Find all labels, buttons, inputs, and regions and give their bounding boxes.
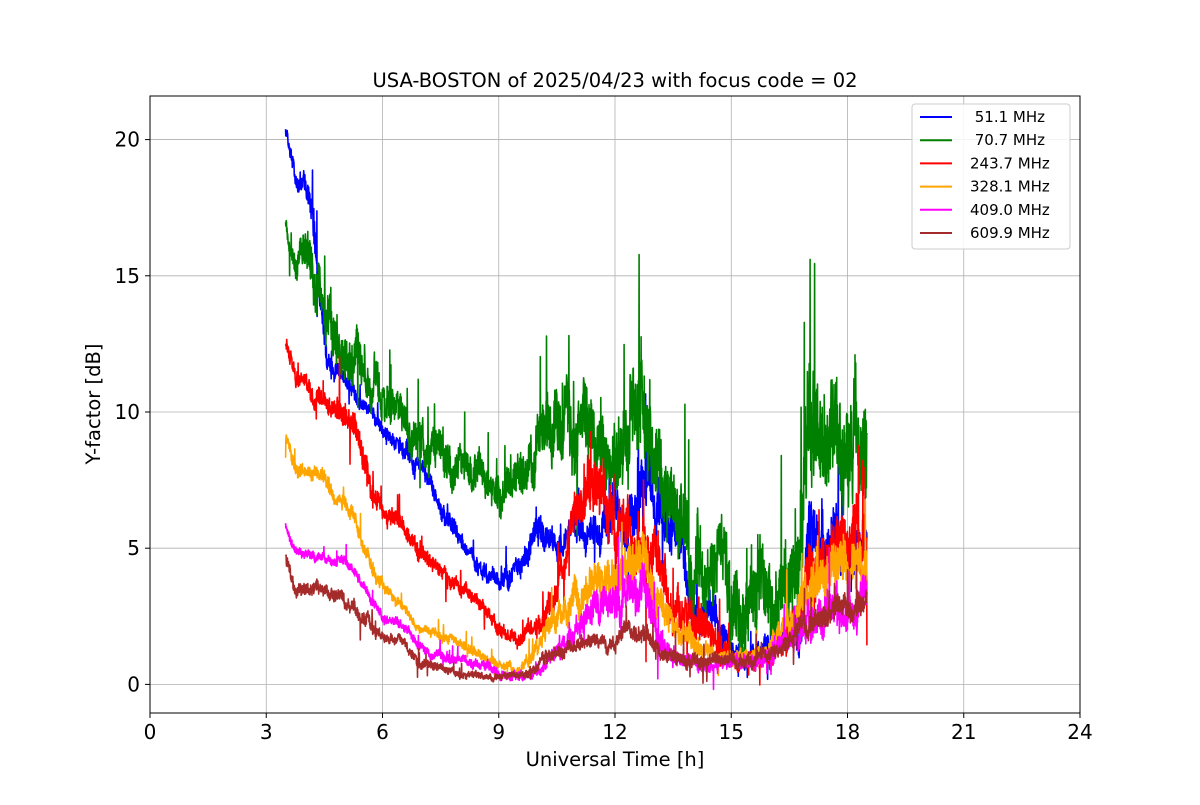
y-tick-label: 10 xyxy=(115,400,140,424)
legend-label: 243.7 MHz xyxy=(970,154,1050,172)
x-tick-label: 6 xyxy=(376,720,389,744)
x-tick-label: 21 xyxy=(951,720,976,744)
series-line-5 xyxy=(284,554,868,684)
legend-label: 328.1 MHz xyxy=(970,178,1050,196)
x-tick-label: 24 xyxy=(1067,720,1092,744)
x-tick-label: 15 xyxy=(719,720,744,744)
y-tick-label: 0 xyxy=(127,672,140,696)
chart-title: USA-BOSTON of 2025/04/23 with focus code… xyxy=(372,69,857,92)
y-tick-label: 15 xyxy=(115,264,140,288)
legend-label: 51.1 MHz xyxy=(970,108,1045,126)
y-tick-label: 20 xyxy=(115,128,140,152)
series-layer xyxy=(284,129,868,691)
y-tick-label: 5 xyxy=(127,536,140,560)
y-axis-label: Y-factor [dB] xyxy=(82,344,105,466)
x-axis-label: Universal Time [h] xyxy=(526,748,705,771)
x-tick-label: 12 xyxy=(602,720,627,744)
x-tick-label: 18 xyxy=(835,720,860,744)
legend-label: 609.9 MHz xyxy=(970,224,1050,242)
x-tick-label: 3 xyxy=(260,720,273,744)
legend-label: 70.7 MHz xyxy=(970,131,1045,149)
x-tick-label: 0 xyxy=(144,720,157,744)
x-tick-label: 9 xyxy=(492,720,505,744)
legend-label: 409.0 MHz xyxy=(970,201,1050,219)
tick-layer: 0 3 6 9 12 15 18 21 24 0 5 10 15 20 xyxy=(115,128,1093,744)
legend: 51.1 MHz 70.7 MHz 243.7 MHz 328.1 MHz 409.0… xyxy=(911,103,1071,250)
series-line-1 xyxy=(284,219,868,660)
series-line-3 xyxy=(284,434,868,678)
